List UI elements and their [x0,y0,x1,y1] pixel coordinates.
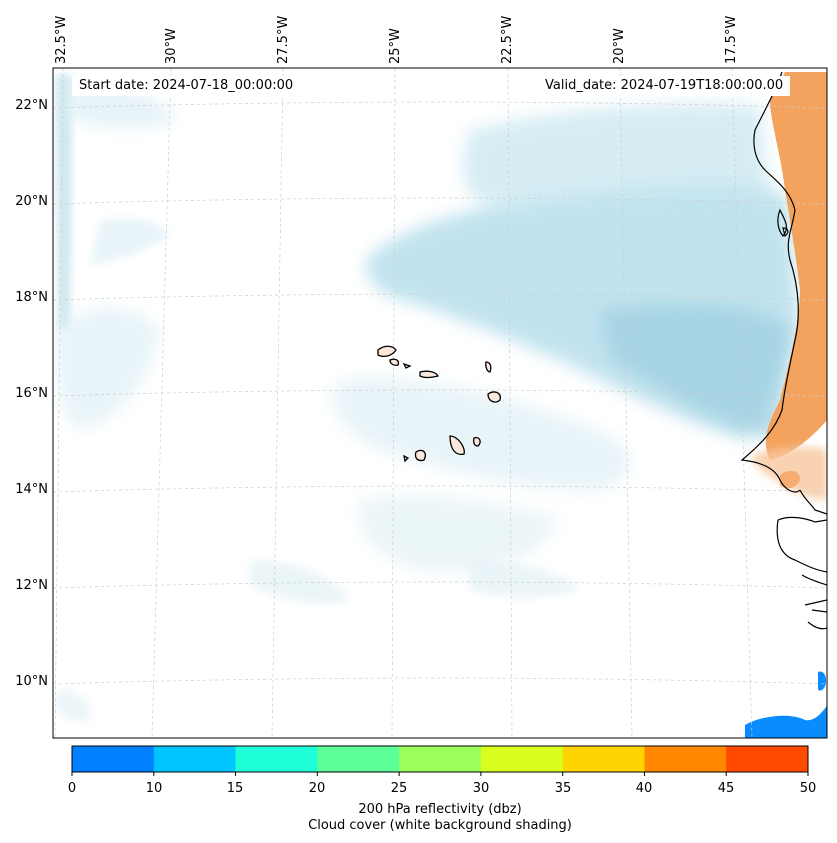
colorbar-tick-30: 30 [472,781,490,796]
lat-label-18n: 18°N [15,290,48,305]
valid-date-label: Valid_date: 2024-07-19T18:00:00.00 [538,76,791,96]
colorbar-tick-50: 50 [799,781,817,796]
lon-label-25w: 25°W [388,28,403,64]
colorbar-segment-5 [480,746,564,772]
colorbar-label-reflectivity: 200 hPa reflectivity (dbz) [358,802,522,817]
lat-label-20n: 20°N [15,194,48,209]
cloud-cover-shading [55,75,800,722]
map-frame [52,67,828,739]
lon-label-20w: 20°W [612,28,627,64]
colorbar-tick-0: 0 [67,781,77,796]
colorbar-label-cloud-cover: Cloud cover (white background shading) [308,818,572,833]
colorbar-tick-10: 10 [145,781,163,796]
colorbar-segment-2 [235,746,318,772]
coastline-africa [740,71,827,630]
lon-label-27-5w: 27.5°W [276,15,291,64]
lon-label-32-5w: 32.5°W [54,15,69,64]
colorbar-tick-20: 20 [308,781,326,796]
lat-label-12n: 12°N [15,578,48,593]
lon-label-22-5w: 22.5°W [500,15,515,64]
colorbar [71,745,809,776]
lon-label-30w: 30°W [164,28,179,64]
colorbar-segment-4 [399,746,482,772]
colorbar-tick-45: 45 [717,781,735,796]
colorbar-segment-6 [562,746,645,772]
cape-verde-islands [377,345,501,463]
colorbar-tick-40: 40 [635,781,653,796]
lat-label-10n: 10°N [15,674,48,689]
lat-label-14n: 14°N [15,482,48,497]
colorbar-tick-25: 25 [390,781,408,796]
colorbar-tick-35: 35 [554,781,572,796]
colorbar-border [71,745,809,773]
colorbar-segment-0 [72,746,155,772]
reflectivity-orange-shading [752,72,827,500]
colorbar-segment-1 [153,746,237,772]
start-date-label: Start date: 2024-07-18_00:00:00 [72,76,301,96]
colorbar-segment-7 [644,746,727,772]
colorbar-segment-8 [726,746,809,772]
colorbar-segment-3 [317,746,400,772]
reflectivity-blue-patches [745,671,827,738]
lat-label-22n: 22°N [15,98,48,113]
gridlines [53,68,827,738]
lat-label-16n: 16°N [15,386,48,401]
lon-label-17-5w: 17.5°W [724,15,739,64]
colorbar-tick-15: 15 [226,781,244,796]
